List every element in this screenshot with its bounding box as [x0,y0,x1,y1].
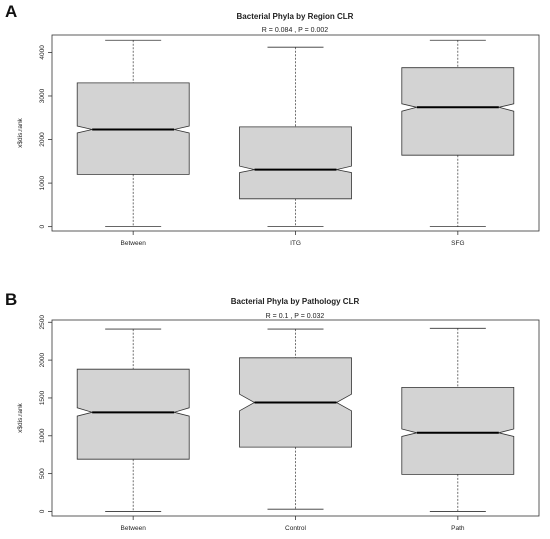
x-tick-label: SFG [451,240,464,247]
y-tick-label: 0 [39,224,46,228]
y-tick-label: 3000 [39,88,46,103]
chart-subtitle: R = 0.1 , P = 0.032 [266,313,325,320]
y-tick-label: 1000 [39,175,46,190]
panel-letter: B [5,290,17,309]
chart-title: Bacterial Phyla by Pathology CLR [231,297,360,306]
y-tick-label: 500 [39,468,46,479]
panel-b: B Bacterial Phyla by Pathology CLR R = 0… [5,290,540,532]
box-itg [239,126,352,200]
x-tick-label: Control [285,525,307,532]
y-tick-label: 4000 [39,45,46,60]
x-tick-label: Path [451,525,465,532]
box-path [401,386,515,475]
y-tick-label: 1000 [39,428,46,443]
y-tick-label: 0 [39,509,46,513]
y-tick-label: 2500 [39,315,46,330]
y-tick-label: 2000 [39,352,46,367]
y-axis-label: x$dis.rank [17,117,24,147]
panel-letter: A [5,2,17,21]
y-tick-label: 1500 [39,390,46,405]
y-tick-label: 2000 [39,132,46,147]
y-axis-label: x$dis.rank [17,402,24,432]
panel-a: A Bacterial Phyla by Region CLR R = 0.08… [5,2,540,247]
box-sfg [401,67,515,156]
box-between [76,368,190,460]
chart-subtitle: R = 0.084 , P = 0.002 [262,27,329,34]
x-tick-label: ITG [290,240,301,247]
x-tick-label: Between [121,240,147,247]
x-tick-label: Between [121,525,147,532]
chart-title: Bacterial Phyla by Region CLR [237,12,354,21]
